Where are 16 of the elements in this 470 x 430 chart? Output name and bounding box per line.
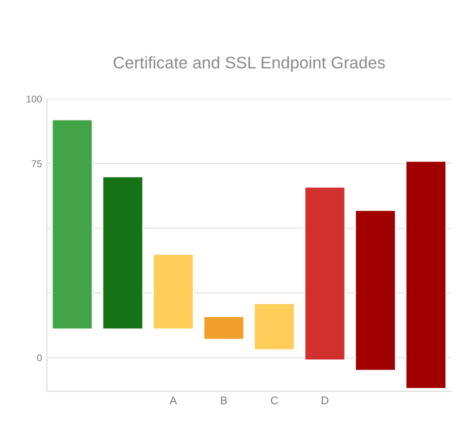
x-tick-label: D xyxy=(322,396,328,404)
chart-title: Certificate and SSL Endpoint Grades xyxy=(114,56,385,72)
y-tick-label: 0 xyxy=(37,354,42,362)
x-tick-label: C xyxy=(270,396,278,404)
bar xyxy=(152,253,194,330)
bar xyxy=(354,209,396,372)
bar xyxy=(102,176,144,330)
bar xyxy=(405,160,447,390)
x-tick-label: A xyxy=(170,396,177,404)
x-tick-label: B xyxy=(221,396,227,404)
bar xyxy=(51,118,94,330)
bar xyxy=(304,186,346,361)
bar xyxy=(202,316,245,340)
bar xyxy=(253,302,296,351)
y-tick-label: 100 xyxy=(26,96,42,103)
y-tick-label: 75 xyxy=(32,160,42,168)
